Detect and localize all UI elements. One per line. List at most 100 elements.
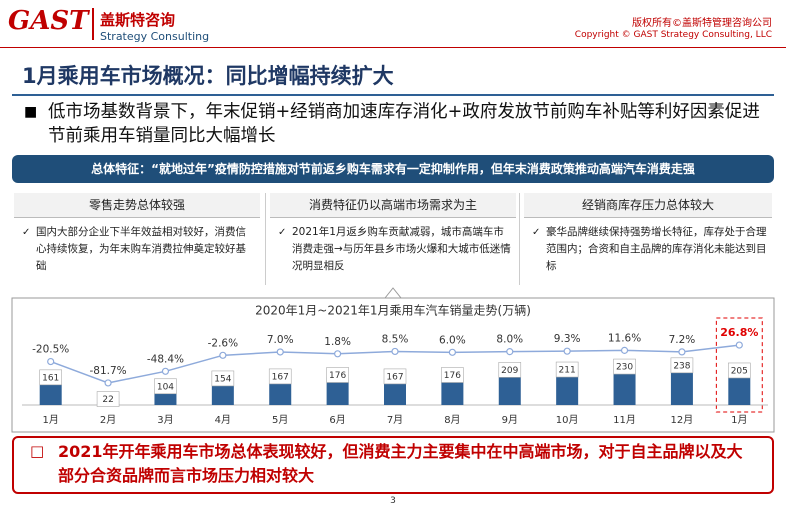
slide-title: 1月乘用车市场概况：同比增幅持续扩大 — [22, 64, 394, 88]
value-label: 176 — [329, 371, 346, 381]
growth-point — [678, 348, 686, 356]
panel-heading: 零售走势总体较强 — [14, 193, 260, 218]
header-rule — [0, 47, 786, 48]
value-label-box — [555, 361, 579, 378]
growth-label: -81.7% — [89, 365, 126, 377]
panel-divider — [265, 193, 266, 285]
growth-point — [334, 350, 342, 358]
growth-point — [735, 341, 743, 349]
growth-label: 1.8% — [324, 336, 351, 348]
x-tick-label: 12月 — [671, 414, 694, 426]
value-label-box — [96, 391, 120, 407]
panel-text: 国内大部分企业下半年效益相对较好，消费信心持续恢复，为年末购车消费拉伸奠定较好基… — [22, 224, 256, 275]
conclusion-icon: □ — [30, 442, 45, 460]
bar — [728, 372, 751, 405]
x-tick-label: 11月 — [613, 414, 636, 426]
title-rule — [12, 94, 774, 96]
x-tick-label: 1月 — [43, 414, 59, 426]
growth-label: 26.8% — [720, 326, 758, 339]
x-tick-label: 8月 — [444, 414, 460, 426]
value-label-box — [383, 368, 407, 385]
value-label: 230 — [616, 363, 633, 373]
bar — [326, 377, 349, 405]
value-label-box — [728, 362, 751, 379]
bar — [384, 378, 406, 405]
value-label: 22 — [102, 395, 113, 405]
bullet-icon: ■ — [24, 104, 38, 120]
highlight-box — [715, 317, 763, 413]
bullet-text: 低市场基数背景下，年末促销+经销商加速库存消化+政府发放节前购车补贴等利好因素促… — [48, 102, 760, 146]
x-tick-label: 3月 — [157, 414, 173, 426]
growth-point — [104, 379, 112, 387]
value-label-box — [39, 369, 62, 386]
panel-divider — [519, 193, 520, 285]
growth-label: -20.5% — [32, 344, 69, 356]
value-label-box — [154, 378, 177, 395]
growth-label: 7.0% — [267, 334, 294, 346]
bar — [498, 372, 521, 405]
growth-point — [219, 351, 227, 359]
growth-point — [448, 348, 456, 356]
conclusion-box — [12, 436, 774, 494]
bar — [441, 377, 464, 405]
x-tick-label: 5月 — [272, 414, 288, 426]
value-label-box — [211, 370, 235, 387]
x-tick-label: 10月 — [556, 414, 579, 426]
value-label: 154 — [214, 374, 231, 384]
arrow — [383, 287, 403, 299]
value-label: 167 — [272, 372, 289, 382]
growth-point — [506, 348, 514, 356]
value-label-box — [441, 367, 464, 383]
growth-point — [563, 347, 571, 355]
bar — [211, 380, 234, 405]
company-en: Strategy Consulting — [100, 30, 210, 43]
x-tick-label: 9月 — [502, 414, 518, 426]
growth-label: -2.6% — [208, 337, 238, 349]
value-label-box — [498, 362, 522, 378]
conclusion-text: 2021年开年乘用车市场总体表现较好，但消费主力主要集中在中高端市场，对于自主品… — [58, 442, 743, 485]
value-label-box — [613, 358, 636, 375]
value-label: 211 — [559, 366, 576, 376]
value-label: 205 — [731, 366, 748, 376]
growth-point — [276, 348, 284, 356]
copyright-en: Copyright © GAST Strategy Consulting, LL… — [574, 30, 772, 40]
bar — [556, 372, 579, 405]
growth-label: 9.3% — [554, 333, 581, 345]
panel-text: 豪华品牌继续保持强势增长特征，库存处于合理范围内；合资和自主品牌的库存消化未能达… — [532, 224, 768, 275]
company-cn: 盖斯特咨询 — [100, 11, 176, 29]
chart-title: 2020年1月~2021年1月乘用车汽车销量走势(万辆) — [255, 303, 531, 318]
value-label: 209 — [501, 366, 518, 376]
x-tick-label: 1月 — [731, 414, 747, 426]
bar — [670, 367, 693, 405]
panel-text: 2021年1月返乡购车贡献减弱，城市高端车市消费走强→与历年县乡市场火爆和大城市… — [278, 224, 512, 275]
value-label: 176 — [444, 371, 461, 381]
value-label: 238 — [673, 361, 690, 371]
value-label: 167 — [386, 372, 403, 382]
x-tick-label: 4月 — [215, 414, 231, 426]
value-label-box — [326, 367, 349, 383]
growth-label: 8.0% — [496, 334, 523, 346]
copyright-cn: 版权所有©盖斯特管理咨询公司 — [632, 18, 772, 29]
growth-label: 6.0% — [439, 334, 466, 346]
growth-point — [391, 347, 399, 356]
growth-point — [620, 346, 629, 354]
x-tick-label: 7月 — [387, 414, 403, 426]
page-number: 3 — [390, 496, 396, 506]
summary-banner: 总体特征：“就地过年”疫情防控措施对节前返乡购车需求有一定抑制作用，但年末消费政… — [12, 155, 774, 183]
growth-point — [47, 357, 55, 366]
x-tick-label: 2月 — [100, 414, 116, 426]
logo-divider — [92, 8, 94, 40]
value-label: 104 — [157, 382, 174, 392]
value-label-box — [268, 368, 292, 385]
x-tick-label: 6月 — [329, 414, 345, 426]
growth-point — [161, 367, 170, 375]
growth-label: -48.4% — [147, 353, 184, 365]
growth-label: 11.6% — [608, 332, 641, 344]
bar — [39, 379, 62, 405]
bar — [269, 378, 292, 405]
bar — [613, 369, 636, 405]
value-label: 161 — [42, 373, 59, 383]
growth-label: 8.5% — [382, 333, 409, 345]
panel-heading: 消费特征仍以高端市场需求为主 — [270, 193, 516, 218]
